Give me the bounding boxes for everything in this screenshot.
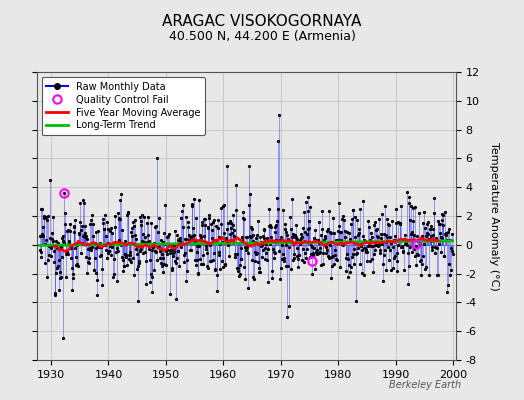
- Y-axis label: Temperature Anomaly (°C): Temperature Anomaly (°C): [489, 142, 499, 290]
- Text: 40.500 N, 44.200 E (Armenia): 40.500 N, 44.200 E (Armenia): [169, 30, 355, 43]
- Text: Berkeley Earth: Berkeley Earth: [389, 380, 461, 390]
- Text: ARAGAC VISOKOGORNAYA: ARAGAC VISOKOGORNAYA: [162, 14, 362, 29]
- Legend: Raw Monthly Data, Quality Control Fail, Five Year Moving Average, Long-Term Tren: Raw Monthly Data, Quality Control Fail, …: [41, 77, 205, 135]
